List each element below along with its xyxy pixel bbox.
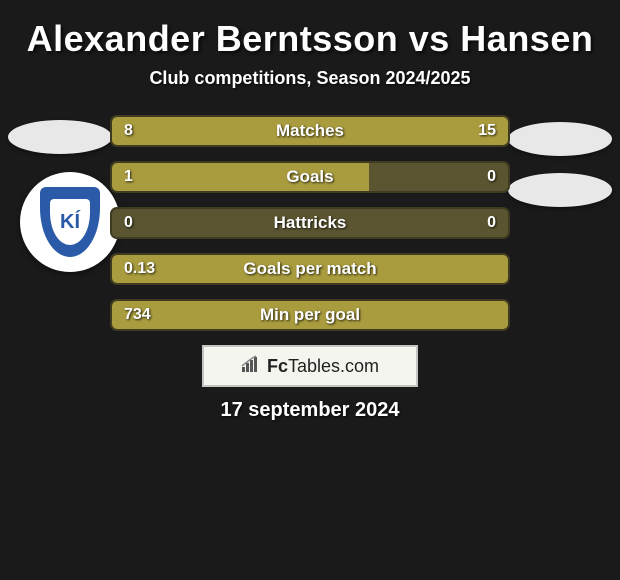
club-badge: KÍ xyxy=(20,172,120,272)
bar-value-left: 8 xyxy=(124,117,133,145)
chart-icon xyxy=(241,355,261,378)
branding-box: FcTables.com xyxy=(202,345,418,387)
bar-label: Goals xyxy=(112,163,508,191)
player-avatar-right-1 xyxy=(508,122,612,156)
bar-label: Goals per match xyxy=(112,255,508,283)
bar-row: Hattricks0 0 xyxy=(110,207,510,239)
bar-label: Hattricks xyxy=(112,209,508,237)
bar-value-left: 0.13 xyxy=(124,255,155,283)
bar-row: Goals1 0 xyxy=(110,161,510,193)
date-text: 17 september 2024 xyxy=(0,399,620,422)
shield-icon: KÍ xyxy=(40,187,100,257)
player-avatar-right-2 xyxy=(508,173,612,207)
bar-value-left: 734 xyxy=(124,301,151,329)
bar-row: Min per goal734 xyxy=(110,299,510,331)
bar-label: Matches xyxy=(112,117,508,145)
shield-text: KÍ xyxy=(50,199,90,245)
comparison-bars: Matches815Goals10Hattricks00Goals per ma… xyxy=(110,115,510,331)
bar-row: Matches8 15 xyxy=(110,115,510,147)
player-avatar-left xyxy=(8,120,112,154)
bar-value-left: 0 xyxy=(124,209,133,237)
branding-suffix: Tables.com xyxy=(288,356,379,376)
page-title: Alexander Berntsson vs Hansen xyxy=(0,0,620,68)
bar-value-right: 0 xyxy=(487,163,496,191)
bar-value-right: 0 xyxy=(487,209,496,237)
branding-text: FcTables.com xyxy=(267,356,379,377)
bar-label: Min per goal xyxy=(112,301,508,329)
bar-row: Goals per match0.13 xyxy=(110,253,510,285)
bar-value-left: 1 xyxy=(124,163,133,191)
page-subtitle: Club competitions, Season 2024/2025 xyxy=(0,68,620,89)
branding-prefix: Fc xyxy=(267,356,288,376)
bar-value-right: 15 xyxy=(478,117,496,145)
